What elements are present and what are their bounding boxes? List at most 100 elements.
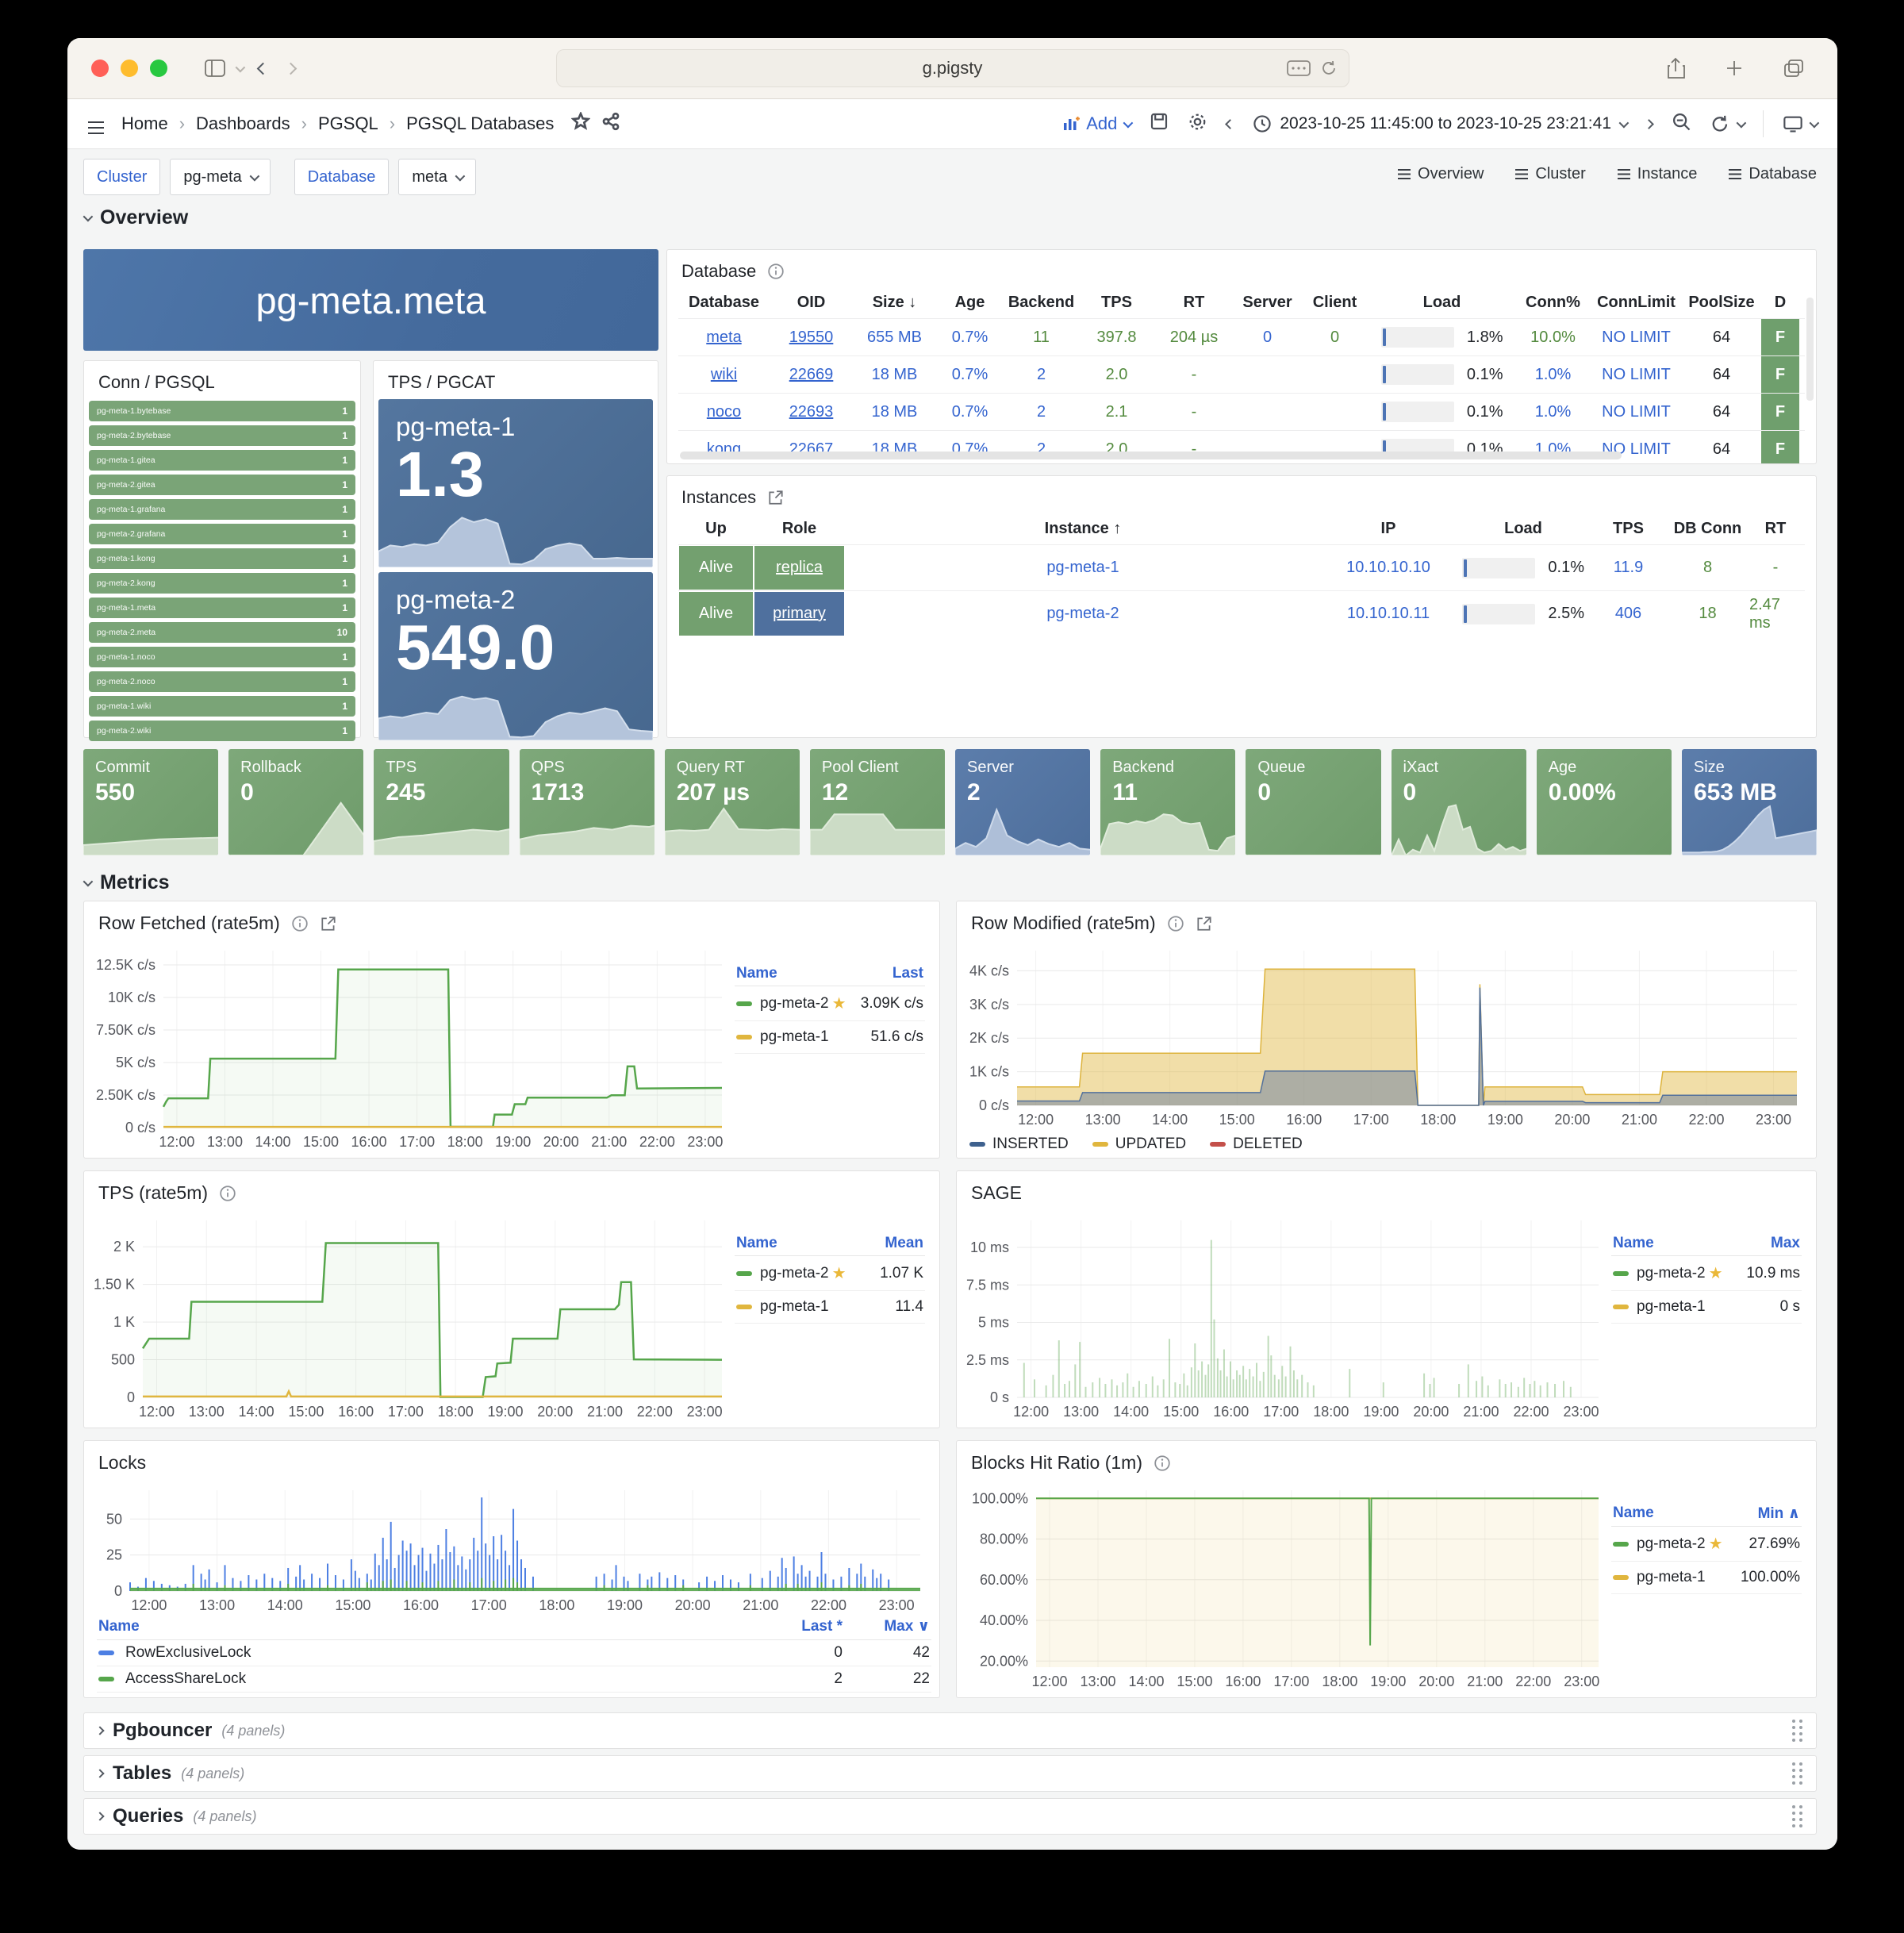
- conn-bar[interactable]: pg-meta-1.kong 1: [89, 548, 355, 569]
- legend-row[interactable]: pg-meta-2 ★ 3.09K c/s: [735, 986, 925, 1021]
- legend-col-value[interactable]: Min ∧: [1757, 1505, 1800, 1522]
- share-icon[interactable]: [1666, 57, 1685, 79]
- legend-item[interactable]: UPDATED: [1092, 1136, 1186, 1153]
- cluster-variable-select[interactable]: pg-meta: [170, 159, 271, 195]
- column-header[interactable]: Load: [1504, 519, 1542, 537]
- column-header[interactable]: IP: [1380, 519, 1396, 537]
- info-icon[interactable]: [1154, 1455, 1171, 1472]
- legend-row[interactable]: pg-meta-1 100.00%: [1611, 1562, 1802, 1594]
- locks-chart[interactable]: 0 25 50 12:00 13:00 14:00 15:00 16:00 17:00 18:00…: [94, 1481, 930, 1615]
- column-header[interactable]: Size ↓: [872, 293, 917, 311]
- section-row-queries[interactable]: Queries (4 panels): [83, 1798, 1817, 1835]
- menu-icon[interactable]: [88, 118, 104, 139]
- conn-bar[interactable]: pg-meta-2.wiki 1: [89, 721, 355, 741]
- conn-bar[interactable]: pg-meta-1.noco 1: [89, 647, 355, 667]
- pgcat-stat-tile[interactable]: pg-meta-2 549.0: [378, 572, 653, 740]
- stat-tile-poolclient[interactable]: Pool Client 12: [809, 749, 946, 855]
- column-header[interactable]: TPS: [1613, 519, 1644, 537]
- legend-row[interactable]: pg-meta-2 ★ 10.9 ms: [1611, 1256, 1802, 1291]
- column-header[interactable]: OID: [797, 293, 826, 311]
- breadcrumb-home[interactable]: Home: [121, 113, 168, 133]
- table-cell[interactable]: wiki: [710, 365, 738, 383]
- link-overview[interactable]: Overview: [1398, 165, 1484, 183]
- legend-col-name[interactable]: Name: [736, 965, 777, 982]
- table-cell[interactable]: replica: [754, 546, 844, 590]
- sage-chart[interactable]: 0 s 2.5 ms 5 ms 7.5 ms 10 ms 12:00 13:00 14:00 1…: [966, 1211, 1608, 1421]
- legend-col-value[interactable]: Last: [892, 965, 923, 982]
- legend-row[interactable]: pg-meta-1 51.6 c/s: [735, 1021, 925, 1054]
- table-cell[interactable]: 22669: [789, 365, 834, 383]
- info-icon[interactable]: [1167, 915, 1184, 932]
- table-cell[interactable]: pg-meta-1: [1046, 559, 1119, 576]
- time-forward-icon[interactable]: [1644, 118, 1654, 129]
- table-cell[interactable]: meta: [706, 328, 742, 346]
- legend-row[interactable]: pg-meta-1 11.4: [735, 1291, 925, 1324]
- column-header[interactable]: Client: [1312, 293, 1357, 311]
- save-dashboard-icon[interactable]: [1150, 112, 1169, 136]
- stat-tile-age[interactable]: Age 0.00%: [1536, 749, 1672, 855]
- conn-bar[interactable]: pg-meta-1.meta 1: [89, 598, 355, 618]
- legend-row[interactable]: RowExclusiveLock 0 42: [97, 1640, 931, 1666]
- legend-col-value[interactable]: Mean: [885, 1235, 923, 1251]
- conn-bar[interactable]: pg-meta-1.bytebase 1: [89, 401, 355, 421]
- conn-bar[interactable]: pg-meta-1.grafana 1: [89, 499, 355, 520]
- info-icon[interactable]: [219, 1185, 236, 1202]
- column-header[interactable]: RT: [1764, 519, 1787, 537]
- conn-bar[interactable]: pg-meta-2.noco 1: [89, 671, 355, 692]
- legend-row[interactable]: AccessShareLock 2 22: [97, 1666, 931, 1693]
- metrics-section-header[interactable]: Metrics: [83, 871, 170, 894]
- column-header[interactable]: ConnLimit: [1597, 293, 1676, 311]
- external-link-icon[interactable]: [767, 489, 785, 506]
- stat-tile-qps[interactable]: QPS 1713: [519, 749, 654, 855]
- link-database[interactable]: Database: [1729, 165, 1817, 183]
- column-header[interactable]: Instance ↑: [1044, 519, 1122, 537]
- column-header[interactable]: Role: [781, 519, 817, 537]
- new-tab-icon[interactable]: [1725, 59, 1744, 78]
- minimize-window-button[interactable]: [121, 60, 138, 77]
- legend-col-name[interactable]: Name: [1613, 1235, 1654, 1251]
- dashboard-settings-icon[interactable]: [1188, 112, 1207, 136]
- legend-item[interactable]: DELETED: [1210, 1136, 1303, 1153]
- link-instance[interactable]: Instance: [1617, 165, 1697, 183]
- conn-bar[interactable]: pg-meta-2.kong 1: [89, 573, 355, 594]
- zoom-out-icon[interactable]: [1672, 112, 1691, 136]
- column-header[interactable]: Load: [1422, 293, 1461, 311]
- stat-tile-queryrt[interactable]: Query RT 207 µs: [664, 749, 800, 855]
- overview-section-header[interactable]: Overview: [83, 206, 188, 229]
- stat-tile-server[interactable]: Server 2: [955, 749, 1091, 855]
- zoom-window-button[interactable]: [150, 60, 167, 77]
- table-cell[interactable]: noco: [706, 402, 742, 421]
- blocks-hit-ratio-chart[interactable]: 20.00% 40.00% 60.00% 80.00% 100.00% 12:00 13:0…: [966, 1481, 1608, 1691]
- table-cell[interactable]: 19550: [789, 328, 834, 346]
- autofill-icon[interactable]: [1286, 60, 1311, 76]
- drag-handle-icon[interactable]: [1792, 1720, 1803, 1742]
- column-header[interactable]: PoolSize: [1688, 293, 1755, 311]
- section-row-pgbouncer[interactable]: Pgbouncer (4 panels): [83, 1712, 1817, 1749]
- link-cluster[interactable]: Cluster: [1515, 165, 1586, 183]
- conn-bar[interactable]: pg-meta-2.gitea 1: [89, 475, 355, 495]
- conn-bar[interactable]: pg-meta-2.grafana 1: [89, 524, 355, 544]
- column-header[interactable]: TPS: [1101, 293, 1132, 311]
- section-row-tables[interactable]: Tables (4 panels): [83, 1755, 1817, 1792]
- legend-col-value[interactable]: Max: [1771, 1235, 1800, 1251]
- address-bar[interactable]: g.pigsty: [555, 49, 1349, 87]
- stat-tile-backend[interactable]: Backend 11: [1100, 749, 1236, 855]
- external-link-icon[interactable]: [320, 915, 337, 932]
- column-header[interactable]: DB Conn: [1673, 519, 1742, 537]
- column-header[interactable]: Age: [954, 293, 985, 311]
- legend-item[interactable]: INSERTED: [969, 1136, 1069, 1153]
- conn-bar[interactable]: pg-meta-1.wiki 1: [89, 696, 355, 717]
- column-header[interactable]: Up: [705, 519, 727, 537]
- row-fetched-chart[interactable]: 0 c/s 2.50K c/s 5K c/s 7.50K c/s 10K c/s 12.5…: [94, 941, 731, 1151]
- external-link-icon[interactable]: [1196, 915, 1213, 932]
- column-header[interactable]: D: [1774, 293, 1787, 311]
- sidebar-chevron-icon[interactable]: [235, 62, 246, 72]
- legend-col-name[interactable]: Name: [1613, 1505, 1654, 1521]
- legend-col[interactable]: Max ∨: [884, 1618, 930, 1635]
- time-range-picker[interactable]: 2023-10-25 11:45:00 to 2023-10-25 23:21:…: [1253, 114, 1630, 133]
- table-cell[interactable]: pg-meta-2: [1046, 605, 1119, 622]
- back-button[interactable]: [256, 62, 270, 75]
- legend-col[interactable]: Name: [98, 1617, 140, 1635]
- column-header[interactable]: Server: [1242, 293, 1292, 311]
- add-button[interactable]: Add: [1062, 113, 1134, 134]
